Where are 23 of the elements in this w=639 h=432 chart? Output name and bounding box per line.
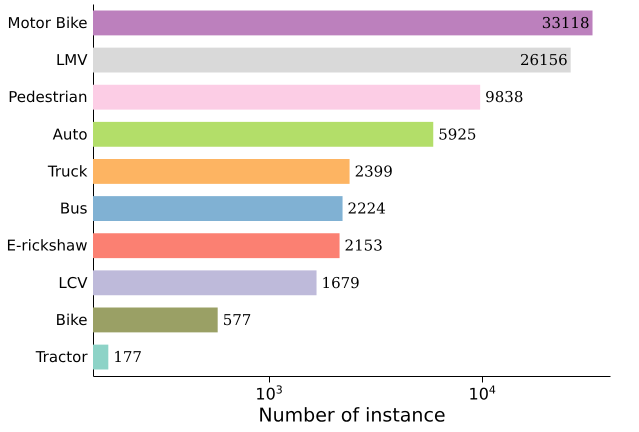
- x-axis-title: Number of instance: [258, 404, 446, 426]
- data-label: 177: [113, 348, 142, 366]
- data-label: 2224: [348, 200, 386, 218]
- data-label: 2399: [354, 162, 393, 180]
- y-tick-label: Motor Bike: [8, 14, 88, 32]
- y-tick-label: LMV: [56, 51, 88, 70]
- y-tick-label: Bike: [56, 310, 88, 329]
- data-label: 26156: [520, 51, 568, 70]
- data-label: 33118: [542, 14, 590, 32]
- data-label: 5925: [438, 125, 476, 144]
- y-tick-label: E-rickshaw: [6, 236, 88, 255]
- x-tick-label: 10$^{4}$: [468, 383, 496, 404]
- y-tick-label: LCV: [58, 274, 88, 292]
- data-label: 1679: [322, 274, 360, 292]
- y-tick-label: Bus: [60, 200, 88, 218]
- y-tick-label: Pedestrian: [8, 88, 88, 106]
- y-tick-label: Tractor: [34, 348, 88, 366]
- y-tick-label: Auto: [52, 125, 88, 144]
- y-tick-label: Truck: [46, 162, 88, 180]
- data-label: 9838: [485, 88, 524, 106]
- data-label: 2153: [344, 236, 383, 255]
- x-tick-label: 10$^{3}$: [255, 383, 283, 404]
- data-label: 577: [222, 310, 252, 329]
